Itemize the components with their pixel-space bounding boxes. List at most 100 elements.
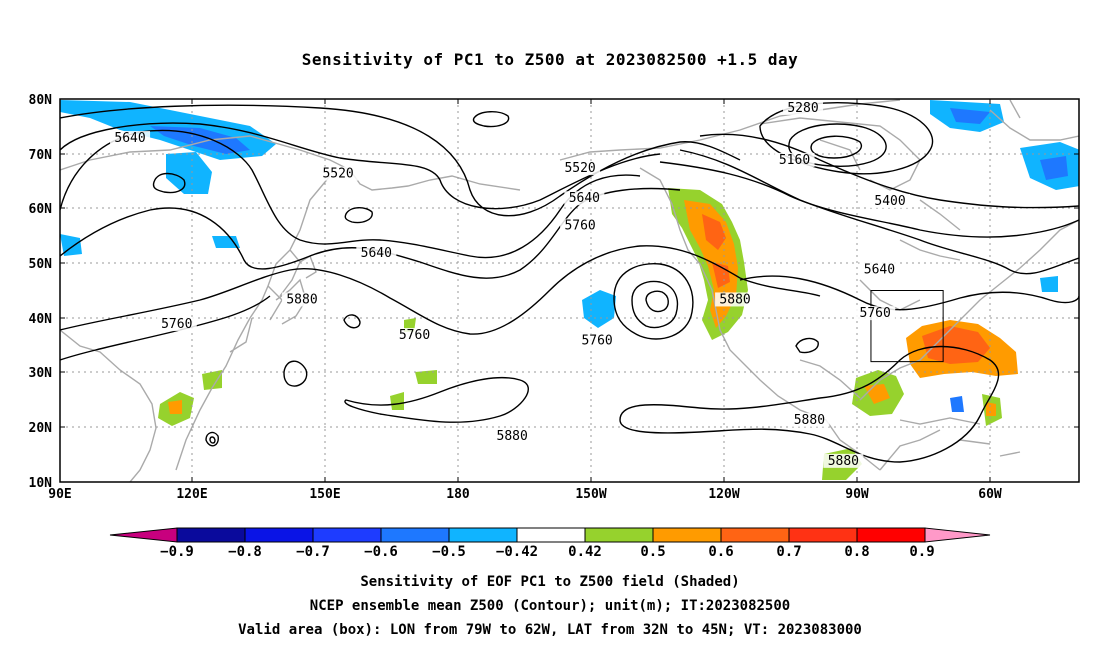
lat-label: 70N xyxy=(29,148,53,163)
colorbar-swatch xyxy=(856,527,926,543)
shade-pos-nw-america-max xyxy=(702,214,730,288)
colorbar-swatch xyxy=(788,527,858,543)
contour-label-bg xyxy=(783,100,824,115)
coast-japan xyxy=(275,254,317,325)
colorbar-label: 0.5 xyxy=(640,544,665,560)
caption-line-3: Valid area (box): LON from 79W to 62W, L… xyxy=(238,622,862,638)
contour-labels: 5640 5520 5520 5280 5160 5400 5640 5760 5640 5640… xyxy=(110,100,911,469)
contour-label-bg xyxy=(823,453,864,468)
lat-label: 20N xyxy=(29,421,53,436)
shade-pos-philippines-core xyxy=(168,400,182,414)
contour-label: 5880 xyxy=(286,292,317,307)
shade-neg-siberia xyxy=(60,152,240,256)
contour-label: 5880 xyxy=(828,454,859,469)
contour-label: 5760 xyxy=(161,317,192,332)
contour-5760-pacific-low xyxy=(613,263,694,340)
lon-label: 150E xyxy=(309,487,340,502)
colorbar-label: 0.6 xyxy=(708,544,733,560)
contour-5160-low xyxy=(788,123,887,167)
colorbar-swatch xyxy=(652,527,722,543)
lat-label: 80N xyxy=(29,93,53,108)
lon-label: 150W xyxy=(575,487,606,502)
lat-axis-labels: 80N 70N 60N 50N 40N 30N 20N 10N xyxy=(29,93,53,491)
contour-5880-east-subtropical xyxy=(619,345,1000,463)
contour-label-bg xyxy=(855,306,896,321)
contour-label: 5640 xyxy=(361,246,392,261)
contour-label-bg xyxy=(859,262,900,277)
colorbar-swatch xyxy=(312,527,382,543)
contour-5760-atlantic xyxy=(739,275,1079,311)
shade-pos-philippines xyxy=(158,370,222,426)
contour-label: 5760 xyxy=(581,333,612,348)
caption-line-2: NCEP ensemble mean Z500 (Contour); unit(… xyxy=(309,598,791,614)
contour-5880-pacific xyxy=(60,245,821,335)
contour-label: 5640 xyxy=(114,131,145,146)
lon-label: 120E xyxy=(176,487,207,502)
colorbar-label: 0.42 xyxy=(568,544,602,560)
contour-label-bg xyxy=(156,317,197,332)
colorbar-swatch xyxy=(176,527,246,543)
map-title: Sensitivity of PC1 to Z500 at 2023082500… xyxy=(301,50,799,69)
lat-label: 10N xyxy=(29,476,53,491)
shade-pos-gulf-orange xyxy=(864,384,996,416)
colorbar-label: −0.6 xyxy=(364,544,398,560)
contour-label: 5160 xyxy=(779,153,810,168)
contour-label: 5880 xyxy=(497,429,528,444)
contour-label-bg xyxy=(356,245,397,260)
contour-label: 5640 xyxy=(864,262,895,277)
lon-axis-labels: 90E 120E 150E 180 150W 120W 90W 60W xyxy=(48,487,1002,502)
colorbar-swatch xyxy=(516,527,586,543)
axis-ticks xyxy=(60,99,1079,482)
contour-5640-north xyxy=(60,104,741,217)
contour-5040-low xyxy=(810,135,863,159)
contour-label: 5520 xyxy=(322,167,353,182)
caption-line-1: Sensitivity of EOF PC1 to Z500 field (Sh… xyxy=(360,574,740,590)
contour-label-bg xyxy=(318,166,359,181)
colorbar-label: −0.8 xyxy=(228,544,262,560)
contour-small-lows xyxy=(152,111,819,447)
lon-label: 120W xyxy=(708,487,739,502)
contour-label-bg xyxy=(789,412,830,427)
colorbar-label: −0.5 xyxy=(432,544,466,560)
colorbar-arrow-high xyxy=(924,527,991,543)
contour-5520-east xyxy=(659,161,1079,238)
shade-neg-arctic-west-core xyxy=(150,126,250,154)
colorbar-swatch xyxy=(448,527,518,543)
contour-label-bg xyxy=(282,292,323,307)
colorbar-label: −0.42 xyxy=(496,544,538,560)
shade-pos-gulf xyxy=(822,370,1002,480)
x-ticks xyxy=(191,99,991,482)
lat-label: 50N xyxy=(29,257,53,272)
contour-5880-inner xyxy=(645,290,669,313)
coast-greenland xyxy=(989,99,1079,141)
contour-label-bg xyxy=(560,161,601,176)
shade-neg-pacific-low xyxy=(582,290,616,328)
contour-5880-pacific-low xyxy=(631,280,679,329)
contour-label: 5400 xyxy=(874,194,905,209)
lon-label: 60W xyxy=(978,487,1002,502)
lon-label: 90E xyxy=(48,487,71,502)
contour-label-bg xyxy=(870,193,911,208)
y-ticks xyxy=(60,153,1079,428)
contour-label: 5520 xyxy=(564,161,595,176)
colorbar-label: 0.9 xyxy=(909,544,934,560)
lat-label: 40N xyxy=(29,312,53,327)
shade-pos-east-coast-max xyxy=(922,326,990,364)
lon-label: 180 xyxy=(446,487,470,502)
colorbar-arrow-low xyxy=(109,527,178,543)
coast-arctic-islands xyxy=(759,117,961,231)
contour-5880-subtropical xyxy=(344,376,529,423)
valid-area-box xyxy=(870,290,944,363)
colorbar-swatch xyxy=(380,527,450,543)
colorbar-swatch xyxy=(244,527,314,543)
coast-caribbean xyxy=(899,417,1021,457)
lon-label: 90W xyxy=(845,487,869,502)
colorbar-label: −0.7 xyxy=(296,544,330,560)
contour-5520-north xyxy=(60,122,661,210)
colorbar-label: 0.8 xyxy=(844,544,869,560)
contour-label-bg xyxy=(110,131,151,146)
coast-asia xyxy=(60,135,521,482)
coastlines xyxy=(60,99,1079,482)
lat-label: 60N xyxy=(29,202,53,217)
